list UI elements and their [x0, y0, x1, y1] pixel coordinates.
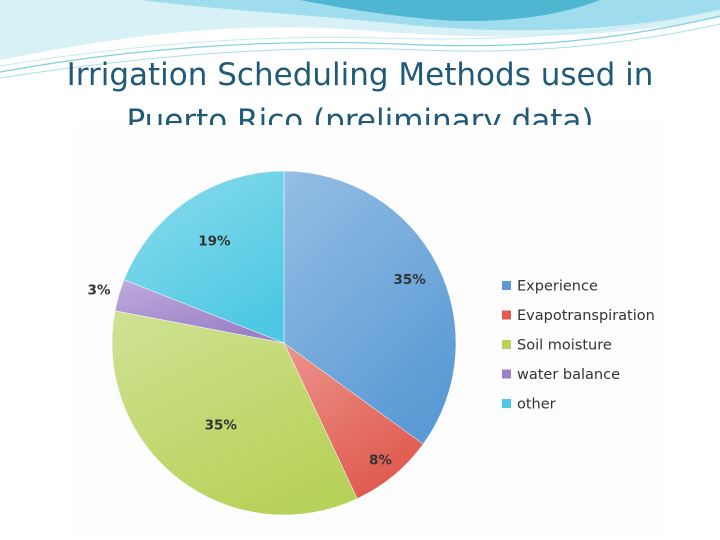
legend-label-other: other: [517, 397, 556, 413]
chart-panel: 35% 8% 35% 3% 19% Experience Evapotranspirati…: [77, 125, 663, 535]
wave-line-2: [0, 23, 720, 79]
legend-label-experience: Experience: [517, 279, 598, 295]
data-label-other: 19%: [198, 234, 231, 250]
pie-data-labels: 35% 8% 35% 3% 19%: [88, 234, 427, 469]
pie-slices: [111, 170, 457, 516]
wave-line-1: [0, 15, 720, 73]
data-label-experience: 35%: [394, 272, 427, 288]
data-label-water-balance: 3%: [88, 282, 111, 298]
data-label-soil-moisture: 35%: [205, 418, 238, 434]
chart-legend: Experience Evapotranspiration Soil moistur…: [502, 279, 655, 413]
wave-band-dark: [300, 0, 600, 22]
legend-swatch-other: [502, 399, 511, 408]
legend-swatch-water-balance: [502, 369, 511, 379]
pie-chart: 35% 8% 35% 3% 19% Experience Evapotranspirati…: [88, 170, 655, 516]
legend-label-evapotranspiration: Evapotranspiration: [517, 308, 655, 324]
legend-swatch-soil-moisture: [502, 340, 511, 349]
header-wave-decoration: [0, 0, 720, 79]
slide-title-line-1: Irrigation Scheduling Methods used in: [66, 57, 654, 93]
legend-swatch-experience: [502, 281, 511, 290]
pie-slice-soil-moisture: [111, 310, 358, 516]
legend-swatch-evapotranspiration: [502, 310, 511, 320]
pie-slice-experience: [283, 170, 457, 445]
data-label-evapotranspiration: 8%: [369, 453, 392, 469]
legend-label-soil-moisture: Soil moisture: [517, 338, 612, 354]
pie-slice-other: [123, 170, 285, 344]
legend-label-water-balance: water balance: [517, 367, 620, 383]
wave-line-3: [0, 9, 720, 67]
